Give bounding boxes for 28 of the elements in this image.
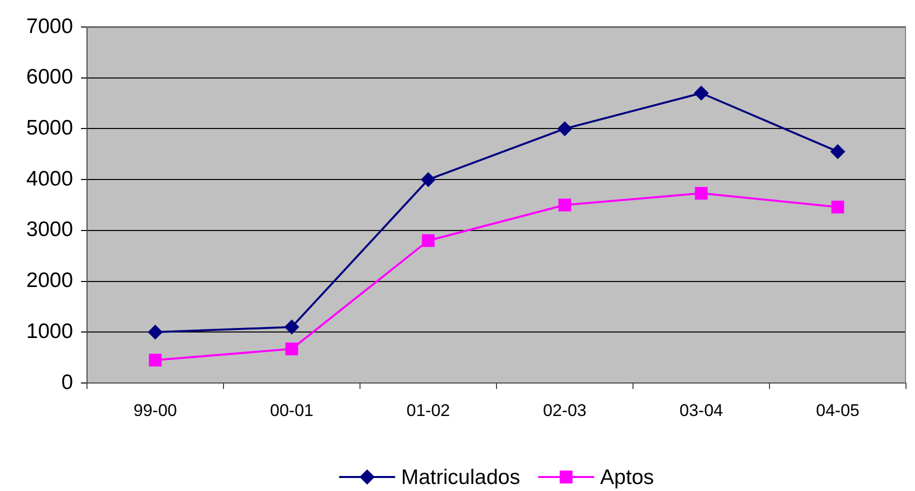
point <box>285 342 298 356</box>
y-tick-label: 0 <box>61 370 73 394</box>
point <box>830 144 846 160</box>
point <box>694 186 708 200</box>
y-tick-label: 6000 <box>26 66 73 89</box>
point <box>694 86 709 101</box>
y-tick-label: 5000 <box>26 116 73 140</box>
legend-label: Aptos <box>600 466 654 489</box>
point <box>557 121 572 136</box>
x-tick-label: 99-00 <box>134 400 177 420</box>
y-tick-label: 4000 <box>26 167 73 190</box>
point <box>558 198 572 212</box>
point <box>148 354 162 366</box>
y-tick-label: 1000 <box>26 320 73 343</box>
point <box>831 200 844 214</box>
x-tick-label: 02-03 <box>543 400 586 420</box>
x-tick-label: 00-01 <box>270 400 314 420</box>
point <box>420 172 436 188</box>
x-tick-label: 03-04 <box>680 400 723 420</box>
x-tick-label: 01-02 <box>406 400 450 420</box>
point <box>148 324 163 340</box>
legend-label: Matriculados <box>401 466 520 489</box>
y-tick-label: 7000 <box>26 14 73 38</box>
point <box>284 320 300 335</box>
y-tick-label: 3000 <box>26 218 73 242</box>
x-tick-label: 04-05 <box>816 400 860 420</box>
y-tick-label: 2000 <box>26 269 73 292</box>
point <box>422 234 435 247</box>
